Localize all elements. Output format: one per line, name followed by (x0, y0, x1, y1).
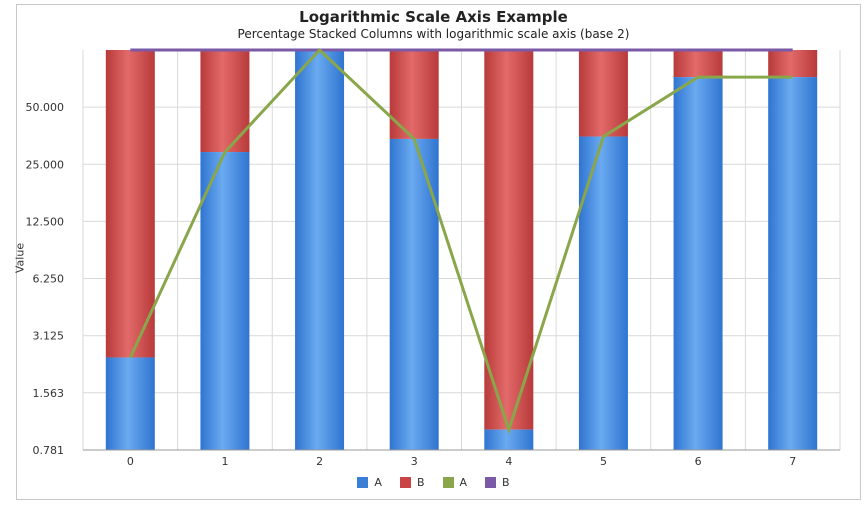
legend-label: B (502, 476, 510, 489)
bar-b (200, 50, 250, 153)
legend-swatch (442, 477, 454, 488)
x-tick-label: 7 (789, 455, 796, 468)
legend-item[interactable]: B (485, 476, 510, 489)
bar-a (673, 77, 723, 451)
bar-a (389, 138, 439, 450)
line-series-a (128, 47, 793, 435)
legend-item[interactable]: A (442, 476, 468, 489)
legend-swatch (485, 477, 497, 488)
y-tick-label: 3.125 (33, 330, 65, 343)
y-tick-label: 1.563 (33, 387, 65, 400)
bar-b (389, 50, 439, 139)
legend-item[interactable]: B (399, 476, 425, 489)
y-tick-label: 50.000 (26, 101, 65, 114)
bar-b (578, 50, 628, 137)
x-tick-label: 1 (221, 455, 228, 468)
y-tick-label: 25.000 (26, 158, 65, 171)
chart-subtitle: Percentage Stacked Columns with logarith… (237, 27, 630, 41)
x-tick-label: 5 (600, 455, 607, 468)
legend-label: A (374, 476, 382, 489)
x-tick-label: 2 (316, 455, 323, 468)
bar-b (768, 50, 818, 78)
legend-swatch (357, 477, 369, 488)
y-tick-label: 6.250 (33, 273, 65, 286)
bar-a (484, 429, 534, 450)
x-tick-label: 0 (127, 455, 134, 468)
x-tick-label: 6 (695, 455, 702, 468)
y-tick-label: 0.781 (33, 444, 65, 457)
chart-frame (16, 4, 861, 500)
bar-a (105, 357, 155, 450)
bar-b (484, 50, 534, 430)
bar-a (578, 136, 628, 451)
bar-b (105, 50, 155, 358)
legend-label: A (459, 476, 468, 489)
legend-swatch (399, 477, 411, 488)
legend-label: B (416, 476, 425, 489)
y-tick-label: 12.500 (26, 215, 65, 228)
chart-title: Logarithmic Scale Axis Example (299, 8, 568, 26)
legend-item[interactable]: A (357, 476, 382, 489)
x-tick-label: 3 (411, 455, 418, 468)
bar-a (200, 152, 250, 450)
bar-a (295, 50, 345, 450)
x-tick-label: 4 (505, 455, 512, 468)
bar-b (673, 50, 723, 78)
bar-a (768, 77, 818, 451)
